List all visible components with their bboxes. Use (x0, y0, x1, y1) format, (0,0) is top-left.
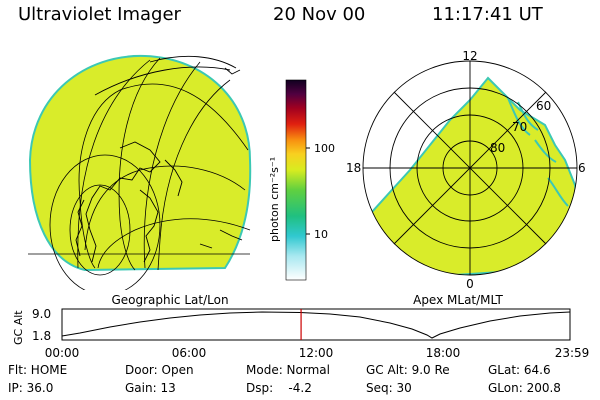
alt-xtick-1800: 18:00 (426, 346, 461, 360)
colorbar-tick-100: 100 (314, 142, 335, 155)
alt-curve (61, 311, 571, 339)
gain-value: Gain: 13 (125, 381, 176, 395)
geo-longitude: GLon: 200.8 (488, 381, 561, 395)
mlt-label-6: 6 (578, 161, 586, 175)
alt-ytick-1.8: 1.8 (32, 329, 51, 343)
geo-latitude: GLat: 64.6 (488, 363, 551, 377)
instrument-title: Ultraviolet Imager (18, 4, 181, 25)
flight-status: Flt: HOME (8, 363, 68, 377)
sequence-value: Seq: 30 (366, 381, 412, 395)
uv-image-geo (28, 54, 252, 272)
mode-status: Mode: Normal (246, 363, 330, 377)
geo-grid (28, 57, 251, 290)
alt-xtick-0600: 06:00 (172, 346, 207, 360)
mlt-label-0: 0 (466, 277, 474, 291)
alt-plot-frame (61, 308, 571, 341)
mlt-diag-2 (393, 91, 547, 245)
door-status: Door: Open (125, 363, 194, 377)
alt-axis-label: GC Alt (12, 310, 25, 345)
ip-value: IP: 36.0 (8, 381, 54, 395)
alt-xtick-1200: 12:00 (299, 346, 334, 360)
alt-xtick-0000: 00:00 (45, 346, 80, 360)
geographic-image (28, 54, 252, 290)
date-label: 20 Nov 00 (273, 4, 366, 25)
mlt-label-18: 18 (346, 161, 361, 175)
lat-label-60: 60 (536, 99, 551, 113)
lat-label-80: 80 (490, 141, 505, 155)
colorbar-label: photon cm⁻²s⁻¹ (268, 157, 281, 242)
altitude-plot: GC Alt 9.0 1.8 00:00 06:00 12:00 18:00 2… (12, 307, 589, 360)
alt-ytick-9: 9.0 (32, 307, 51, 321)
polar-plot: 12 18 6 0 60 70 80 (346, 49, 586, 291)
geo-panel-label: Geographic Lat/Lon (111, 293, 228, 307)
time-label: 11:17:41 UT (432, 4, 543, 25)
polar-panel-label: Apex MLat/MLT (413, 293, 503, 307)
alt-xtick-2359: 23:59 (555, 346, 590, 360)
dsp-value: Dsp: -4.2 (246, 381, 312, 395)
colorbar (285, 79, 307, 281)
coastlines (75, 141, 243, 263)
mlt-label-12: 12 (462, 49, 477, 63)
gc-altitude: GC Alt: 9.0 Re (366, 363, 450, 377)
colorbar-tick-10: 10 (314, 228, 328, 241)
orbit-arcs (94, 55, 241, 96)
lat-label-70: 70 (512, 120, 527, 134)
